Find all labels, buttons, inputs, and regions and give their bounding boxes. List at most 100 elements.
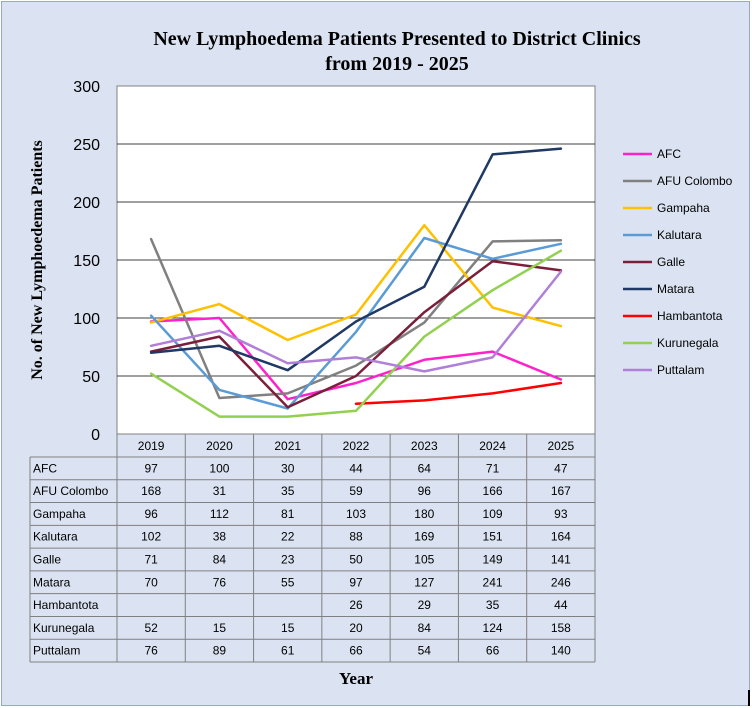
table-cell-gampaha-2023: 180 [414,507,434,521]
table-cell-kalutara-2022: 88 [349,530,363,544]
table-row-label-kurunegala: Kurunegala [33,621,95,635]
series-line-matara [149,147,563,372]
table-cell-matara-2021: 55 [281,575,295,589]
table-cell-puttalam-2023: 54 [418,644,432,658]
table-cell-hambantota-2022: 26 [349,598,363,612]
table-cell-afu-colombo-2023: 96 [418,484,432,498]
table-cell-puttalam-2025: 140 [551,644,571,658]
legend-label-gampaha: Gampaha [657,201,710,215]
x-tick-label-2022: 2022 [343,439,370,453]
table-cell-kalutara-2021: 22 [281,530,295,544]
table-row-label-kalutara: Kalutara [33,530,78,544]
table-cell-kurunegala-2022: 20 [349,621,363,635]
table-cell-puttalam-2019: 76 [144,644,158,658]
table-cell-hambantota-2025: 44 [554,598,568,612]
y-tick-label-200: 200 [73,195,100,212]
table-cell-gampaha-2019: 96 [144,507,158,521]
legend-label-kurunegala: Kurunegala [657,336,719,350]
table-cell-afc-2024: 71 [486,461,500,475]
y-tick-label-300: 300 [73,79,100,96]
legend-label-afc: AFC [657,147,681,161]
series-line-kalutara [149,236,563,410]
table-cell-gampaha-2025: 93 [554,507,568,521]
table-cell-afu-colombo-2021: 35 [281,484,295,498]
table-cell-gampaha-2021: 81 [281,507,295,521]
table-cell-matara-2025: 246 [551,575,571,589]
table-cell-gampaha-2024: 109 [483,507,503,521]
corner-mark [748,690,750,706]
legend-label-afu-colombo: AFU Colombo [657,174,733,188]
table-cell-gampaha-2020: 112 [210,507,229,521]
table-row-label-galle: Galle [33,553,61,567]
series-line-kurunegala [149,249,563,418]
table-row-label-puttalam: Puttalam [33,644,80,658]
table-cell-kurunegala-2020: 15 [213,621,227,635]
table-cell-kurunegala-2023: 84 [418,621,432,635]
table-cell-afu-colombo-2022: 59 [349,484,363,498]
series-line-gampaha [149,223,563,342]
table-cell-kalutara-2025: 164 [551,530,571,544]
table-cell-kalutara-2020: 38 [213,530,227,544]
table-cell-kalutara-2019: 102 [141,530,161,544]
table-cell-kurunegala-2024: 124 [483,621,503,635]
table-cell-afu-colombo-2020: 31 [213,484,227,498]
y-tick-label-50: 50 [82,369,100,386]
table-cell-afc-2020: 100 [209,461,229,475]
table-cell-matara-2023: 127 [414,575,434,589]
table-cell-puttalam-2021: 61 [281,644,295,658]
series-lines [149,147,563,418]
y-tick-labels: 0 50 100 150 200 250 300 [73,79,100,444]
table-cell-afc-2025: 47 [554,461,568,475]
table-cell-gampaha-2022: 103 [346,507,366,521]
table-cell-puttalam-2020: 89 [213,644,227,658]
x-tick-label-2024: 2024 [479,439,506,453]
table-cell-galle-2020: 84 [213,553,227,567]
table-cell-afu-colombo-2025: 167 [551,484,571,498]
y-tick-label-0: 0 [91,427,100,444]
y-tick-label-250: 250 [73,137,100,154]
table-cell-matara-2020: 76 [213,575,227,589]
legend: AFC AFU Colombo Gampaha Kalutara Galle Matara… [623,147,733,377]
table-cell-puttalam-2022: 66 [349,644,363,658]
chart-title-line-2: from 2019 - 2025 [325,53,469,75]
table-cell-afc-2022: 44 [349,461,363,475]
y-axis-label: No. of New Lymphoedema Patients [29,140,46,380]
table-cell-afu-colombo-2019: 168 [141,484,161,498]
table-cell-galle-2021: 23 [281,553,295,567]
y-tick-label-150: 150 [73,253,100,270]
table-cell-kurunegala-2019: 52 [144,621,158,635]
table-cell-afc-2023: 64 [418,461,432,475]
table-cell-puttalam-2024: 66 [486,644,500,658]
legend-label-galle: Galle [657,255,685,269]
table-row-label-hambantota: Hambantota [33,598,99,612]
table-cell-afu-colombo-2024: 166 [483,484,503,498]
table-row-label-afc: AFC [33,461,57,475]
table-row-label-gampaha: Gampaha [33,507,86,521]
table-row-label-afu-colombo: AFU Colombo [33,484,109,498]
table-cell-kalutara-2024: 151 [483,530,503,544]
table-cell-afc-2021: 30 [281,461,295,475]
series-line-puttalam [149,270,563,373]
series-line-afc [149,316,563,401]
series-line-galle [149,259,563,409]
chart-title-line-1: New Lymphoedema Patients Presented to Di… [153,28,641,50]
legend-label-matara: Matara [657,282,695,296]
series-line-hambantota [354,381,563,406]
y-tick-label-100: 100 [73,311,100,328]
x-axis-label: Year [339,669,373,688]
table-cell-hambantota-2023: 29 [418,598,432,612]
table-cell-matara-2022: 97 [349,575,363,589]
table-cell-kalutara-2023: 169 [414,530,434,544]
x-tick-label-2021: 2021 [274,439,301,453]
table-cell-matara-2024: 241 [483,575,503,589]
x-tick-label-2023: 2023 [411,439,438,453]
table-cell-galle-2019: 71 [144,553,158,567]
x-tick-label-2020: 2020 [206,439,233,453]
table-cell-galle-2023: 105 [414,553,434,567]
table-cell-kurunegala-2025: 158 [551,621,571,635]
series-line-afu-colombo [149,237,563,400]
table-row-label-matara: Matara [33,575,71,589]
x-tick-label-2025: 2025 [548,439,575,453]
table-cell-hambantota-2024: 35 [486,598,500,612]
